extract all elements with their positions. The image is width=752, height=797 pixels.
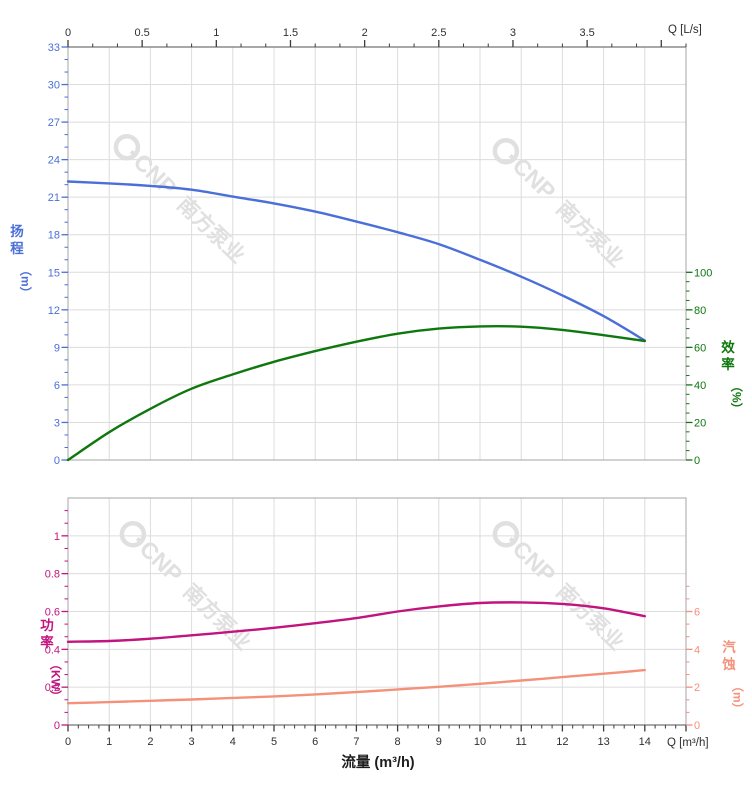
head-tick-label: 9: [54, 342, 60, 354]
npsh-tick-label: 2: [694, 682, 700, 694]
flow-tick-label: 2: [147, 736, 153, 748]
flow-tick-label: 11: [515, 736, 526, 748]
axis-ticks: [61, 40, 693, 732]
ls-tick-label: 1.5: [283, 27, 298, 39]
flow-tick-label: 5: [271, 736, 277, 748]
head-tick-label: 12: [48, 305, 60, 317]
cnp-logo-icon: [492, 521, 520, 548]
head-axis-title: 扬程 （m）: [10, 223, 33, 299]
head-curve: [66, 180, 646, 342]
head-tick-label: 30: [48, 80, 60, 92]
cnp-logo-icon: [129, 149, 137, 157]
ls-tick-label: 2: [362, 27, 368, 39]
power-axis-title-char: 率: [40, 634, 54, 650]
efficiency-tick-label: 0: [694, 455, 700, 467]
watermark-brand-cn-text: 南方泵业: [173, 192, 250, 268]
axis-tick-labels: 0 0.5 1 1.5 2 2.5 3 3.50 1 2 3 4 5 6 7 8 9 10 11 12 13 140369…: [45, 27, 713, 748]
flow-tick-label: 3: [189, 736, 195, 748]
npsh-axis-title-char: 蚀: [721, 656, 736, 672]
top-axis-unit-label: Q [L/s]: [668, 24, 702, 36]
flow-axis-title: 流量 (m³/h): [341, 753, 414, 771]
watermark-brand-cn-text: 南方泵业: [552, 579, 629, 655]
cnp-logo-icon: [492, 138, 520, 165]
head-tick-label: 0: [54, 455, 60, 467]
head-tick-label: 6: [54, 380, 60, 392]
npsh-tick-label: 4: [694, 644, 700, 656]
cnp-logo-icon: [135, 536, 143, 544]
watermark-brand-cn-text: 南方泵业: [552, 196, 629, 272]
ls-tick-label: 0.5: [135, 27, 150, 39]
efficiency-axis-title: 效率 （%）: [721, 339, 744, 415]
power-tick-label: 0.2: [45, 682, 60, 694]
flow-tick-label: 8: [395, 736, 401, 748]
axis-titles: 扬程（m）效率（%）功率（KW）汽蚀（m）: [10, 223, 745, 715]
head-tick-label: 21: [48, 192, 60, 204]
head-tick-label: 27: [48, 117, 60, 129]
ls-tick-label: 3.5: [579, 27, 594, 39]
power-tick-label: 0.4: [45, 644, 60, 656]
head-tick-label: 15: [48, 267, 60, 279]
flow-tick-label: 7: [353, 736, 359, 748]
flow-tick-label: 4: [230, 736, 236, 748]
power-tick-label: 0.6: [45, 607, 60, 619]
npsh-tick-label: 6: [694, 607, 700, 619]
efficiency-axis-title-char: 效: [721, 339, 735, 355]
npsh-axis-title-unit: （m）: [731, 680, 746, 715]
cnp-logo-icon: [508, 536, 516, 544]
efficiency-axis-title-char: 率: [721, 356, 735, 372]
head-tick-label: 33: [48, 42, 60, 54]
flow-tick-label: 12: [556, 736, 568, 748]
ls-tick-label: 3: [510, 27, 516, 39]
power-curve: [66, 601, 646, 643]
flow-tick-label: 14: [639, 736, 651, 748]
power-axis-title-char: 功: [40, 618, 54, 633]
ls-tick-label: 1: [213, 27, 219, 39]
ls-tick-label: 0: [65, 27, 71, 39]
power-tick-label: 0.8: [45, 569, 60, 581]
head-tick-label: 18: [48, 230, 60, 242]
curves: [66, 180, 646, 705]
efficiency-curve: [66, 324, 646, 462]
power-tick-label: 1: [54, 531, 60, 543]
gridlines: [68, 47, 686, 725]
head-axis-title-char: 程: [10, 241, 24, 256]
flow-tick-label: 1: [106, 736, 112, 748]
efficiency-tick-label: 80: [694, 305, 706, 317]
head-tick-label: 24: [48, 155, 60, 167]
flow-tick-label: 6: [312, 736, 318, 748]
flow-tick-label: 10: [474, 736, 486, 748]
head-tick-label: 3: [54, 417, 60, 429]
cnp-logo-icon: [508, 153, 516, 161]
npsh-tick-label: 0: [694, 720, 700, 732]
flow-tick-label: 9: [436, 736, 442, 748]
efficiency-tick-label: 40: [694, 380, 706, 392]
power-tick-label: 0: [54, 720, 60, 732]
head-axis-title-unit: （m）: [19, 264, 34, 299]
efficiency-tick-label: 20: [694, 417, 706, 429]
flow-tick-label: 13: [597, 736, 609, 748]
npsh-axis-title: 汽蚀 （m）: [721, 639, 745, 715]
power-axis-title: 功率 （KW）: [40, 618, 63, 702]
flow-tick-label: 0: [65, 736, 71, 748]
watermark-brand-cn-text: 南方泵业: [179, 579, 256, 655]
ls-tick-label: 2.5: [431, 27, 446, 39]
bottom-axis-unit-label: Q [m³/h]: [667, 737, 709, 749]
power-axis-title-unit: （KW）: [49, 658, 64, 702]
npsh-curve: [66, 668, 646, 705]
efficiency-tick-label: 60: [694, 342, 706, 354]
head-axis-title-char: 扬: [10, 223, 24, 239]
efficiency-tick-label: 100: [694, 267, 712, 279]
efficiency-axis-title-unit: （%）: [730, 380, 745, 415]
npsh-axis-title-char: 汽: [722, 639, 736, 655]
